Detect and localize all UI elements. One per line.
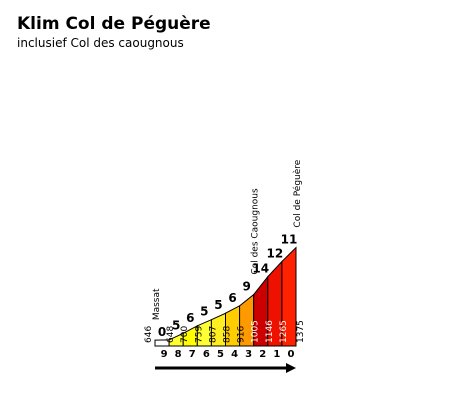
elevation-label: 1146 [265,320,275,343]
chart-subtitle: inclusief Col des caougnous [17,36,184,50]
elevation-label: 1005 [251,320,261,343]
km-tick-label: 6 [203,349,210,360]
km-tick-label: 8 [175,349,182,360]
elevation-label: 700 [180,326,190,343]
elevation-label: 759 [194,326,204,343]
gradient-label: 6 [228,291,236,305]
gradient-label: 12 [266,247,283,261]
elevation-label: 858 [223,326,233,343]
elevation-label: 1265 [279,320,289,343]
direction-arrow-head [286,363,296,373]
elevation-label: 1375 [296,320,306,343]
elevation-label: 646 [144,326,154,343]
gradient-label: 5 [172,318,180,332]
gradient-label: 9 [242,280,250,294]
gradient-label: 0 [158,325,166,339]
km-tick-label: 0 [287,349,294,360]
km-tick-label: 2 [259,349,266,360]
gradient-label: 11 [281,233,298,247]
km-tick-label: 7 [189,349,196,360]
waypoint-label: Col de Péguère [292,159,303,227]
chart-title: Klim Col de Péguère [17,14,211,34]
waypoint-label: Col des Caougnous [251,188,261,275]
elevation-label: 807 [208,326,218,343]
gradient-label: 5 [214,298,222,312]
km-tick-label: 9 [161,349,168,360]
km-tick-label: 5 [217,349,224,360]
elevation-label: 916 [237,326,247,343]
waypoint-label: Massat [152,288,162,320]
gradient-label: 6 [186,311,194,325]
km-tick-label: 4 [231,349,238,360]
elevation-label: 648 [166,326,176,343]
km-tick-label: 1 [273,349,280,360]
gradient-label: 14 [252,262,269,276]
gradient-label: 5 [200,305,208,319]
profile-segment [281,246,297,347]
km-tick-label: 3 [245,349,252,360]
